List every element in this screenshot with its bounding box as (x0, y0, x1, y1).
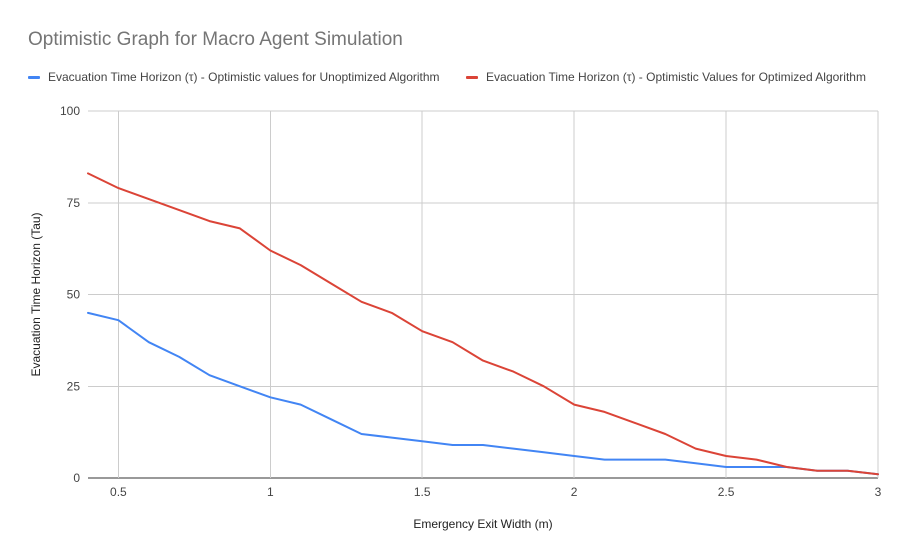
chart-title: Optimistic Graph for Macro Agent Simulat… (28, 29, 403, 50)
x-tick-label: 3 (875, 485, 882, 499)
x-tick-label: 1 (267, 485, 274, 499)
y-tick-label: 50 (67, 288, 81, 302)
x-axis-title: Emergency Exit Width (m) (413, 517, 552, 531)
y-tick-label: 100 (60, 104, 80, 118)
x-tick-label: 2 (571, 485, 578, 499)
series-line-optimized (87, 172, 879, 476)
legend-swatch-optimized (466, 75, 478, 79)
legend-label-optimized: Evacuation Time Horizon (τ) - Optimistic… (486, 70, 866, 84)
legend-label-unoptimized: Evacuation Time Horizon (τ) - Optimistic… (48, 70, 440, 84)
y-axis-title: Evacuation Time Horizon (Tau) (29, 212, 43, 376)
x-tick-label: 0.5 (110, 485, 127, 499)
legend-swatch-unoptimized (28, 75, 40, 79)
x-tick-label: 2.5 (718, 485, 735, 499)
x-tick-label: 1.5 (414, 485, 431, 499)
y-tick-label: 0 (73, 471, 80, 485)
y-tick-label: 25 (67, 379, 81, 393)
legend-item-unoptimized[interactable]: Evacuation Time Horizon (τ) - Optimistic… (28, 70, 440, 84)
series-line-unoptimized (87, 311, 879, 476)
y-tick-label: 75 (67, 196, 81, 210)
legend: Evacuation Time Horizon (τ) - Optimistic… (0, 70, 906, 88)
legend-item-optimized[interactable]: Evacuation Time Horizon (τ) - Optimistic… (466, 70, 866, 84)
